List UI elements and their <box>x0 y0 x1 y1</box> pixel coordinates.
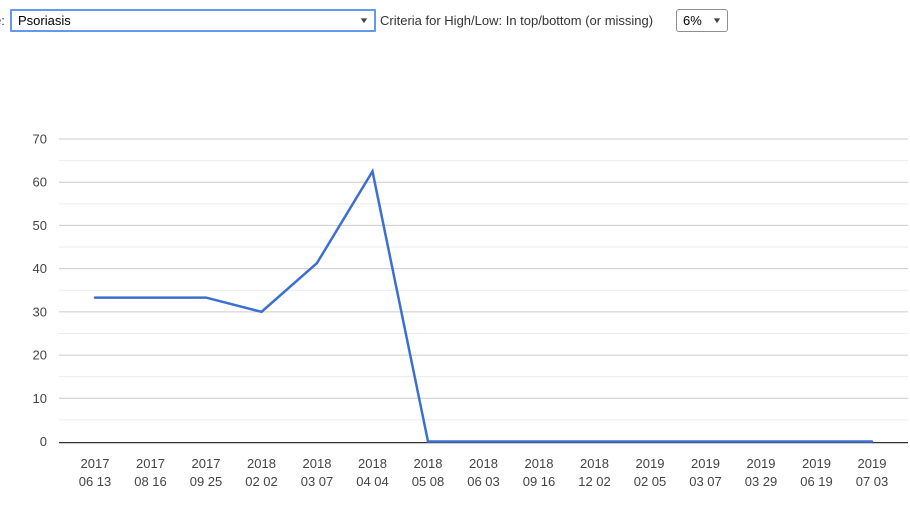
chevron-down-icon: ▼ <box>711 15 723 25</box>
x-axis-label-date: 06 03 <box>467 474 500 489</box>
x-axis-label-year: 2018 <box>580 456 609 471</box>
x-axis-label-year: 2018 <box>247 456 276 471</box>
x-axis-label-year: 2017 <box>136 456 165 471</box>
x-axis-label-date: 05 08 <box>412 474 445 489</box>
x-axis-label-year: 2017 <box>192 456 221 471</box>
x-axis-label-year: 2018 <box>525 456 554 471</box>
x-axis-label-date: 02 05 <box>634 474 667 489</box>
y-axis-label: 0 <box>40 434 47 449</box>
y-axis-label: 10 <box>33 391 47 406</box>
clipped-left-label: e: <box>0 13 5 28</box>
y-axis-label: 20 <box>33 348 47 363</box>
disease-select-value: Psoriasis <box>18 13 71 28</box>
x-axis-label-year: 2017 <box>81 456 110 471</box>
x-axis-label-date: 02 02 <box>245 474 278 489</box>
x-axis-label-date: 03 29 <box>745 474 778 489</box>
x-axis-label-date: 06 13 <box>79 474 112 489</box>
x-axis-label-date: 07 03 <box>856 474 889 489</box>
x-axis-label-date: 12 02 <box>578 474 611 489</box>
y-axis-label: 50 <box>33 218 47 233</box>
x-axis-label-year: 2018 <box>358 456 387 471</box>
x-axis-label-date: 08 16 <box>134 474 167 489</box>
criteria-label: Criteria for High/Low: In top/bottom (or… <box>380 13 654 28</box>
x-axis-label-date: 06 19 <box>800 474 833 489</box>
y-axis-label: 40 <box>33 261 47 276</box>
x-axis-label-year: 2019 <box>747 456 776 471</box>
x-axis-label-year: 2018 <box>469 456 498 471</box>
x-axis-label-date: 09 25 <box>190 474 223 489</box>
disease-select[interactable]: Psoriasis ▼ <box>10 9 376 32</box>
series-line <box>93 168 874 443</box>
threshold-select-value: 6% <box>683 13 702 28</box>
x-axis-label-date: 09 16 <box>523 474 556 489</box>
y-axis-label: 60 <box>33 175 47 190</box>
threshold-select[interactable]: 6% ▼ <box>676 9 728 32</box>
x-axis-label-year: 2018 <box>414 456 443 471</box>
x-axis-label-date: 03 07 <box>689 474 722 489</box>
chevron-down-icon: ▼ <box>358 15 370 25</box>
y-axis-label: 70 <box>33 132 47 147</box>
x-axis-label-date: 03 07 <box>301 474 334 489</box>
x-axis-label-year: 2019 <box>691 456 720 471</box>
x-axis-label-date: 04 04 <box>356 474 389 489</box>
x-axis-label-year: 2019 <box>802 456 831 471</box>
x-axis-label-year: 2019 <box>636 456 665 471</box>
y-axis-label: 30 <box>33 304 47 319</box>
x-axis-label-year: 2019 <box>858 456 887 471</box>
x-axis-label-year: 2018 <box>303 456 332 471</box>
